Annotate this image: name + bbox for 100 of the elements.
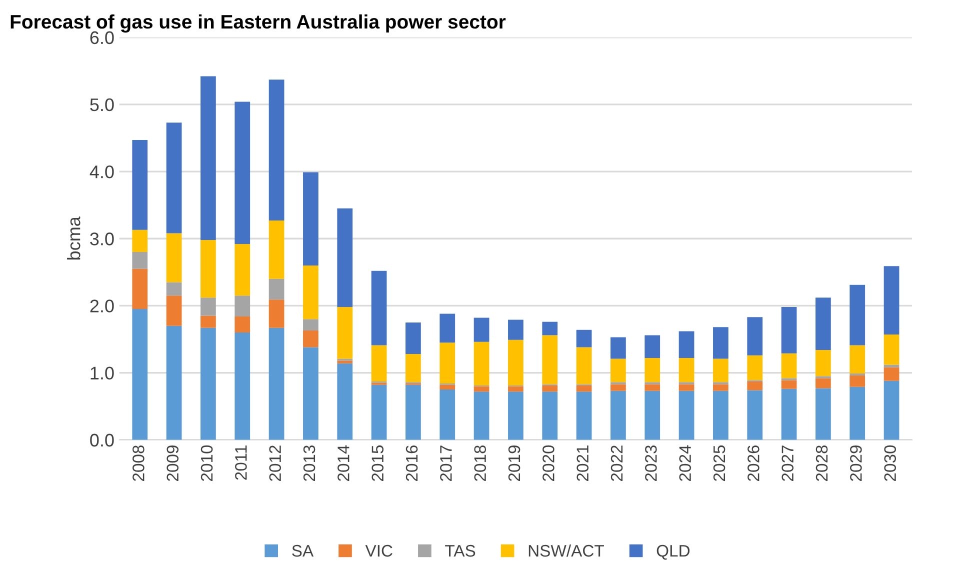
bar	[781, 380, 797, 389]
bar	[166, 233, 182, 282]
bar	[644, 384, 660, 391]
y-tick-label: 5.0	[90, 98, 114, 112]
bar	[440, 342, 456, 384]
bar	[474, 318, 490, 342]
bar	[234, 332, 250, 440]
bar	[610, 337, 626, 359]
x-tick-label: 2010	[200, 445, 213, 481]
bar	[200, 240, 216, 298]
bar	[234, 244, 250, 296]
x-tick-label: 2020	[542, 445, 554, 481]
bar	[508, 320, 524, 340]
bar	[440, 390, 456, 440]
x-tick-label: 2013	[303, 445, 316, 481]
bar	[508, 340, 524, 386]
bar	[268, 328, 284, 440]
bar	[542, 322, 558, 336]
bar	[200, 328, 216, 440]
x-tick-label: 2018	[474, 445, 486, 481]
y-tick-label: 1.0	[90, 366, 114, 380]
bar	[678, 384, 694, 391]
bar	[132, 230, 148, 252]
bar	[678, 390, 694, 440]
bar	[678, 358, 694, 382]
bar	[884, 364, 900, 368]
bar	[542, 386, 558, 392]
bar	[303, 319, 318, 331]
bar	[610, 384, 626, 391]
bar	[406, 322, 421, 354]
bar	[713, 384, 728, 391]
x-tick-label: 2023	[645, 445, 657, 481]
bar	[781, 353, 797, 378]
bar	[576, 392, 592, 440]
x-tick-label: 2029	[850, 446, 862, 481]
x-tick-label: 2011	[235, 446, 247, 480]
x-tick-label: 2025	[713, 445, 726, 481]
bar	[474, 386, 490, 392]
bar	[132, 252, 148, 269]
bar	[747, 382, 763, 390]
y-tick-label: 4.0	[90, 165, 114, 178]
bar	[747, 317, 763, 356]
x-tick-label: 2016	[406, 445, 418, 481]
bar	[747, 355, 763, 380]
bar	[576, 386, 592, 392]
bar	[337, 363, 353, 440]
x-tick-label: 2015	[372, 445, 384, 481]
bar	[850, 345, 866, 374]
bar	[371, 345, 387, 382]
x-tick-label: 2026	[748, 445, 760, 481]
bar	[166, 122, 182, 234]
bar	[713, 390, 728, 440]
bar	[610, 390, 626, 440]
bar	[508, 386, 524, 392]
bar	[268, 278, 284, 300]
bar	[644, 358, 660, 382]
bar	[200, 298, 216, 316]
bar	[474, 342, 490, 386]
y-tick-label: 0.0	[90, 434, 114, 447]
x-tick-label: 2030	[884, 445, 896, 481]
bar	[816, 350, 831, 376]
x-tick-label: 2028	[816, 445, 828, 481]
bar	[406, 384, 421, 440]
bar	[268, 80, 284, 221]
bar	[610, 358, 626, 382]
bar	[132, 309, 148, 440]
bar	[474, 392, 490, 440]
x-tick-label: 2008	[132, 445, 144, 481]
bar	[132, 268, 148, 310]
bar	[303, 265, 318, 320]
bar	[234, 296, 250, 316]
bar	[132, 140, 148, 230]
x-tick-label: 2022	[610, 446, 623, 481]
bar	[816, 378, 831, 388]
x-tick-label: 2017	[440, 446, 452, 481]
legend-label: QLD	[656, 544, 690, 560]
bar	[303, 330, 318, 348]
legend-label: VIC	[365, 544, 392, 557]
x-tick-label: 2014	[338, 445, 350, 481]
bar	[644, 335, 660, 358]
bar	[303, 172, 318, 266]
bar	[542, 335, 558, 384]
y-axis-title: bcma	[67, 216, 80, 260]
bar	[713, 327, 728, 359]
x-tick-label: 2012	[269, 446, 282, 481]
bar	[747, 390, 763, 440]
bar	[576, 347, 592, 384]
x-tick-label: 2024	[679, 445, 692, 481]
legend-label: NSW/ACT	[528, 544, 604, 557]
bar	[576, 330, 592, 348]
bar	[542, 392, 558, 440]
bar	[166, 282, 182, 296]
bar	[303, 347, 318, 440]
bar	[884, 367, 900, 381]
y-tick-label: 3.0	[90, 232, 114, 246]
bar	[234, 316, 250, 333]
bar	[850, 284, 866, 346]
x-tick-label: 2019	[508, 446, 520, 481]
bar	[337, 307, 353, 359]
bar	[371, 384, 387, 440]
